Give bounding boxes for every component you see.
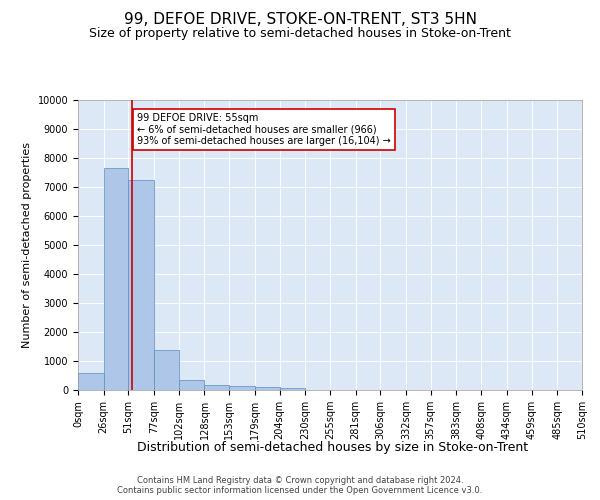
Text: 99, DEFOE DRIVE, STOKE-ON-TRENT, ST3 5HN: 99, DEFOE DRIVE, STOKE-ON-TRENT, ST3 5HN xyxy=(124,12,476,28)
Text: 99 DEFOE DRIVE: 55sqm
← 6% of semi-detached houses are smaller (966)
93% of semi: 99 DEFOE DRIVE: 55sqm ← 6% of semi-detac… xyxy=(137,113,391,146)
Bar xyxy=(229,386,255,390)
Bar xyxy=(255,387,280,390)
Text: Size of property relative to semi-detached houses in Stoke-on-Trent: Size of property relative to semi-detach… xyxy=(89,28,511,40)
Bar xyxy=(78,372,104,390)
Text: Distribution of semi-detached houses by size in Stoke-on-Trent: Distribution of semi-detached houses by … xyxy=(137,441,529,454)
Text: Contains HM Land Registry data © Crown copyright and database right 2024.
Contai: Contains HM Land Registry data © Crown c… xyxy=(118,476,482,495)
Y-axis label: Number of semi-detached properties: Number of semi-detached properties xyxy=(22,142,32,348)
Bar xyxy=(280,388,305,390)
Bar xyxy=(154,350,179,390)
Bar xyxy=(205,386,229,390)
Bar xyxy=(179,380,205,390)
Bar xyxy=(104,168,128,390)
Bar xyxy=(128,180,154,390)
